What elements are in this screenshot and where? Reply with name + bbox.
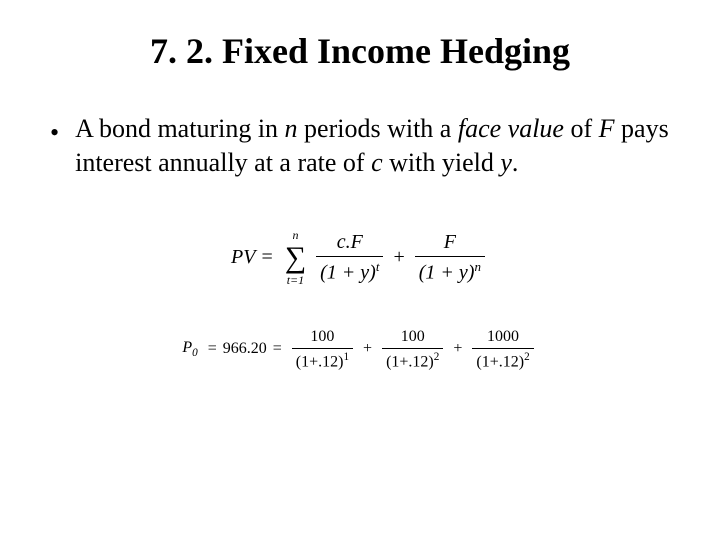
eq-sign: =	[208, 340, 217, 358]
frac-den: (1+.12)2	[382, 351, 443, 371]
frac-bar	[382, 348, 443, 349]
frac-den: (1 + y)t	[316, 259, 383, 285]
slide: 7. 2. Fixed Income Hedging • A bond matu…	[0, 0, 720, 540]
frac-num: F	[440, 231, 460, 254]
sum-symbol: ∑	[285, 243, 306, 273]
frac-bar	[415, 256, 485, 257]
text-seg: periods with a	[298, 114, 458, 143]
den-exp: 2	[434, 351, 440, 363]
den-exp: 1	[343, 351, 349, 363]
text-seg: A bond maturing in	[75, 114, 284, 143]
frac-den: (1+.12)2	[472, 351, 533, 371]
fraction-term-1: 100 (1+.12)1	[292, 328, 353, 371]
sum-lower: t=1	[287, 273, 304, 288]
text-seg: of	[564, 114, 599, 143]
equation-pv: PV = n ∑ t=1 c.F (1 + y)t + F (1 + y)n	[40, 228, 680, 288]
fraction-1: c.F (1 + y)t	[316, 231, 383, 285]
den-base: (1 + y)	[419, 261, 475, 283]
var-y: y	[500, 148, 512, 177]
frac-bar	[292, 348, 353, 349]
eq-lhs: PV	[231, 246, 255, 269]
plus-sign: +	[453, 340, 462, 358]
equation-p0: P0 = 966.20 = 100 (1+.12)1 + 100 (1+.12)…	[40, 328, 680, 371]
den-exp: n	[474, 259, 481, 274]
den-base: (1+.12)	[476, 353, 524, 370]
fraction-term-2: 100 (1+.12)2	[382, 328, 443, 371]
var-c: c	[371, 148, 383, 177]
frac-bar	[472, 348, 533, 349]
var-n: n	[285, 114, 298, 143]
frac-num: 1000	[483, 328, 523, 346]
den-base: (1 + y)	[320, 261, 376, 283]
frac-den: (1 + y)n	[415, 259, 485, 285]
plus-sign: +	[393, 246, 404, 269]
lhs-p: P	[182, 339, 192, 356]
frac-bar	[316, 256, 383, 257]
frac-num: c.F	[333, 231, 367, 254]
bullet-text: A bond maturing in n periods with a face…	[75, 112, 680, 180]
frac-den: (1+.12)1	[292, 351, 353, 371]
slide-title: 7. 2. Fixed Income Hedging	[40, 30, 680, 72]
equation-p0-inner: P0 = 966.20 = 100 (1+.12)1 + 100 (1+.12)…	[182, 328, 537, 371]
frac-num: 100	[306, 328, 338, 346]
bullet-item: • A bond maturing in n periods with a fa…	[50, 112, 680, 180]
text-seg: with yield	[383, 148, 501, 177]
den-exp: 2	[524, 351, 530, 363]
den-exp: t	[376, 259, 380, 274]
fraction-2: F (1 + y)n	[415, 231, 485, 285]
term-face-value: face value	[458, 114, 564, 143]
equation-pv-inner: PV = n ∑ t=1 c.F (1 + y)t + F (1 + y)n	[231, 228, 489, 288]
eq-value: 966.20	[223, 340, 267, 358]
eq-sign: =	[261, 246, 272, 269]
var-f: F	[599, 114, 615, 143]
eq-sign: =	[273, 340, 282, 358]
den-base: (1+.12)	[386, 353, 434, 370]
fraction-term-3: 1000 (1+.12)2	[472, 328, 533, 371]
bullet-marker: •	[50, 116, 59, 150]
frac-num: 100	[397, 328, 429, 346]
plus-sign: +	[363, 340, 372, 358]
summation: n ∑ t=1	[285, 228, 306, 288]
den-base: (1+.12)	[296, 353, 344, 370]
text-seg: .	[512, 148, 519, 177]
eq-lhs-p: P0	[182, 339, 197, 359]
lhs-sub: 0	[192, 347, 198, 359]
